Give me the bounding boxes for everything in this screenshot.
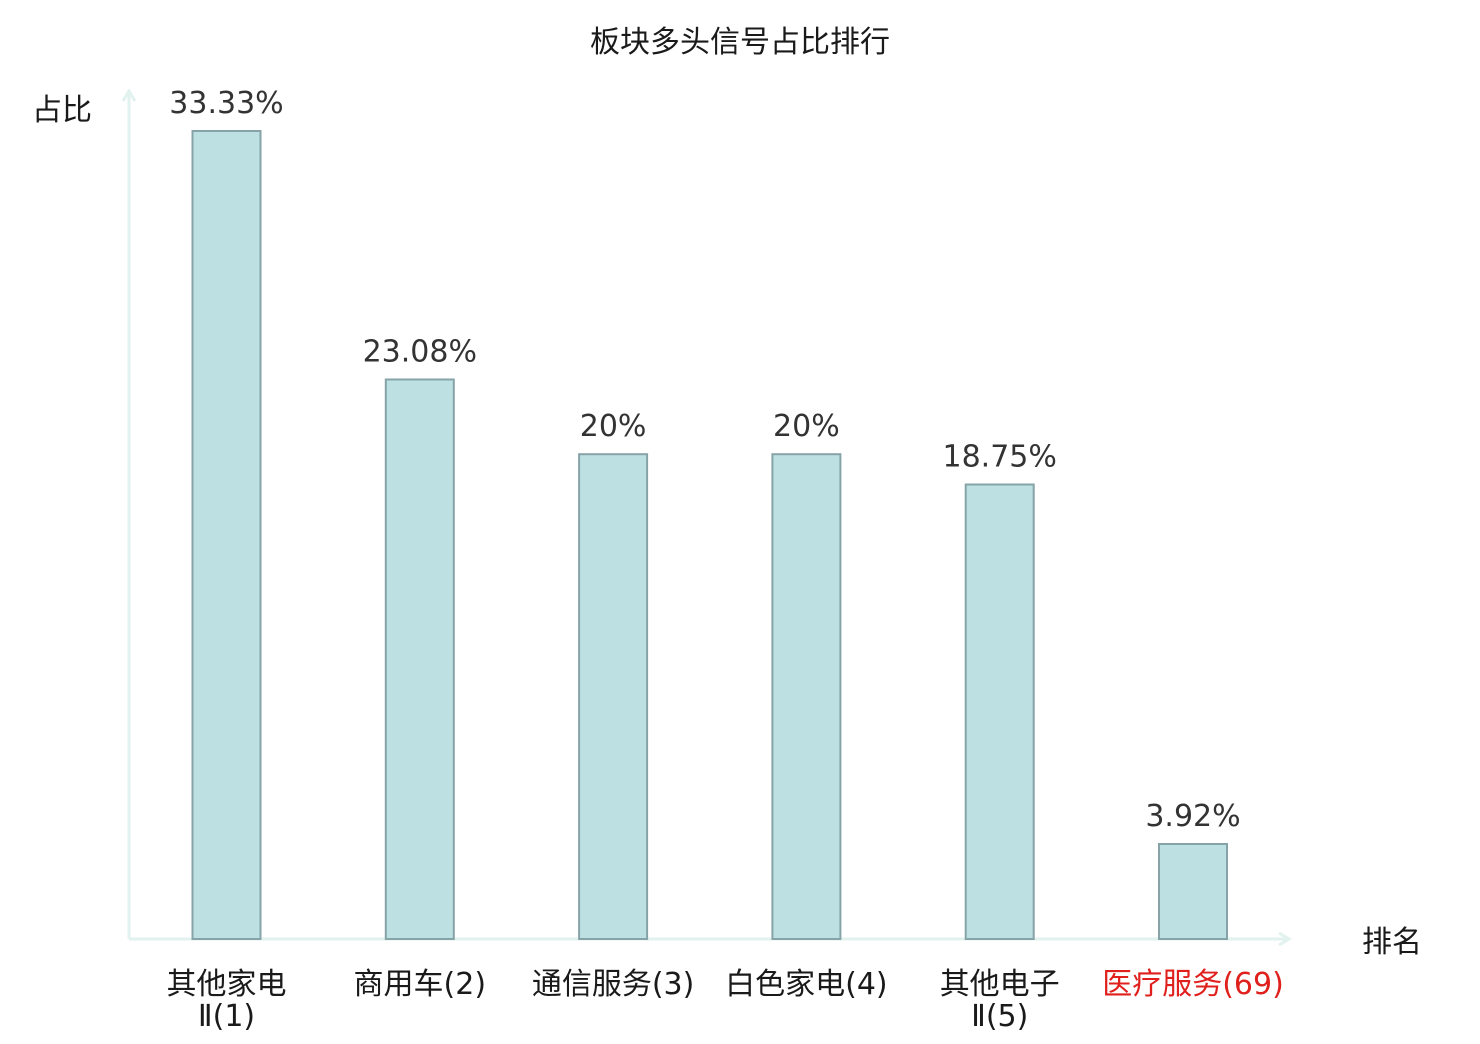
category-label-6: 医疗服务(69) — [1102, 967, 1284, 1002]
bar-2 — [384, 378, 455, 940]
category-label-line: 商用车(2) — [354, 967, 487, 1002]
value-label-3: 20% — [580, 409, 647, 444]
x-axis-label: 排名 — [1362, 925, 1422, 960]
bar-3 — [578, 453, 649, 940]
bar-1 — [191, 130, 262, 940]
bar-6 — [1158, 843, 1228, 940]
category-label-3: 通信服务(3) — [532, 967, 695, 1002]
category-label-line: 其他电子 — [940, 967, 1060, 1002]
chart-title: 板块多头信号占比排行 — [590, 25, 890, 60]
value-label-2: 23.08% — [363, 335, 477, 370]
value-labels-group: 33.33% 23.08% 20% 20% 18.75% 3.92% — [169, 86, 1240, 834]
category-label-line: 其他家电 — [167, 967, 287, 1002]
category-label-line: 通信服务(3) — [532, 967, 695, 1002]
category-label-2: 商用车(2) — [354, 967, 487, 1002]
y-axis-label: 占比 — [32, 93, 92, 128]
bar-5 — [964, 483, 1035, 940]
category-label-line: Ⅱ(1) — [198, 999, 255, 1034]
category-label-line: Ⅱ(5) — [971, 999, 1028, 1034]
category-label-5: 其他电子 Ⅱ(5) — [940, 967, 1060, 1034]
category-label-4: 白色家电(4) — [725, 967, 888, 1002]
value-label-6: 3.92% — [1145, 799, 1240, 834]
category-label-line: 白色家电(4) — [725, 967, 888, 1002]
value-label-4: 20% — [773, 409, 840, 444]
category-label-1: 其他家电 Ⅱ(1) — [167, 967, 287, 1034]
bars-group — [191, 130, 1228, 940]
category-labels-group: 其他家电 Ⅱ(1) 商用车(2) 通信服务(3) 白色家电(4) 其他电子 Ⅱ(5) 医疗服务… — [167, 967, 1284, 1034]
value-label-1: 33.33% — [169, 86, 283, 121]
bar-4 — [771, 453, 842, 940]
category-label-line: 医疗服务(69) — [1102, 967, 1284, 1002]
value-label-5: 18.75% — [943, 440, 1057, 475]
